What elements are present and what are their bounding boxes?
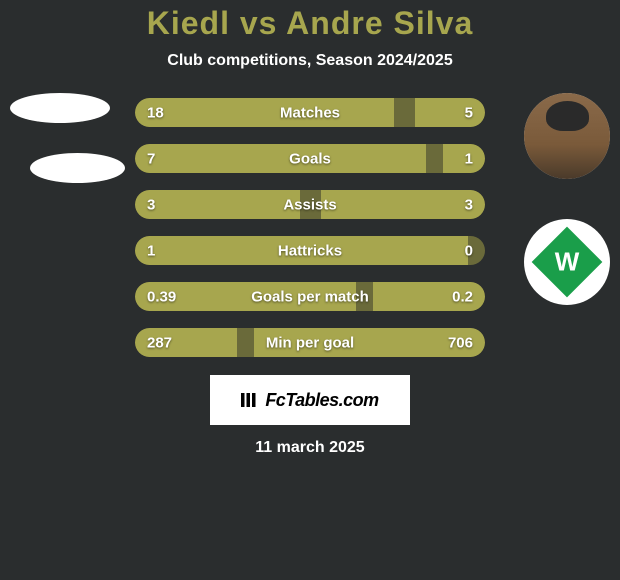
stat-row: 185Matches xyxy=(135,98,485,127)
player-avatar-placeholder xyxy=(10,93,110,123)
stat-row: 71Goals xyxy=(135,144,485,173)
stat-bars: 185Matches 71Goals 33Assists 10Hattricks 0.3… xyxy=(135,98,485,357)
date-label: 11 march 2025 xyxy=(255,439,364,457)
stat-label: Goals xyxy=(135,150,485,167)
stat-row: 33Assists xyxy=(135,190,485,219)
fctables-logo[interactable]: FcTables.com xyxy=(210,375,410,425)
club-logo xyxy=(524,219,610,305)
site-name: FcTables.com xyxy=(265,390,378,411)
werder-bremen-icon xyxy=(532,227,603,298)
player-avatar xyxy=(524,93,610,179)
stat-label: Hattricks xyxy=(135,242,485,259)
page-title: Kiedl vs Andre Silva xyxy=(147,5,473,42)
stats-area: 185Matches 71Goals 33Assists 10Hattricks 0.3… xyxy=(0,98,620,357)
stat-label: Min per goal xyxy=(135,334,485,351)
player-face-icon xyxy=(524,93,610,179)
page-subtitle: Club competitions, Season 2024/2025 xyxy=(167,52,452,70)
comparison-card: Kiedl vs Andre Silva Club competitions, … xyxy=(0,0,620,580)
stat-row: 10Hattricks xyxy=(135,236,485,265)
stat-label: Goals per match xyxy=(135,288,485,305)
club-logo-placeholder xyxy=(30,153,125,183)
stat-label: Assists xyxy=(135,196,485,213)
stat-row: 287706Min per goal xyxy=(135,328,485,357)
stat-label: Matches xyxy=(135,104,485,121)
right-player-column xyxy=(524,93,610,305)
stat-row: 0.390.2Goals per match xyxy=(135,282,485,311)
left-player-column xyxy=(10,93,125,183)
